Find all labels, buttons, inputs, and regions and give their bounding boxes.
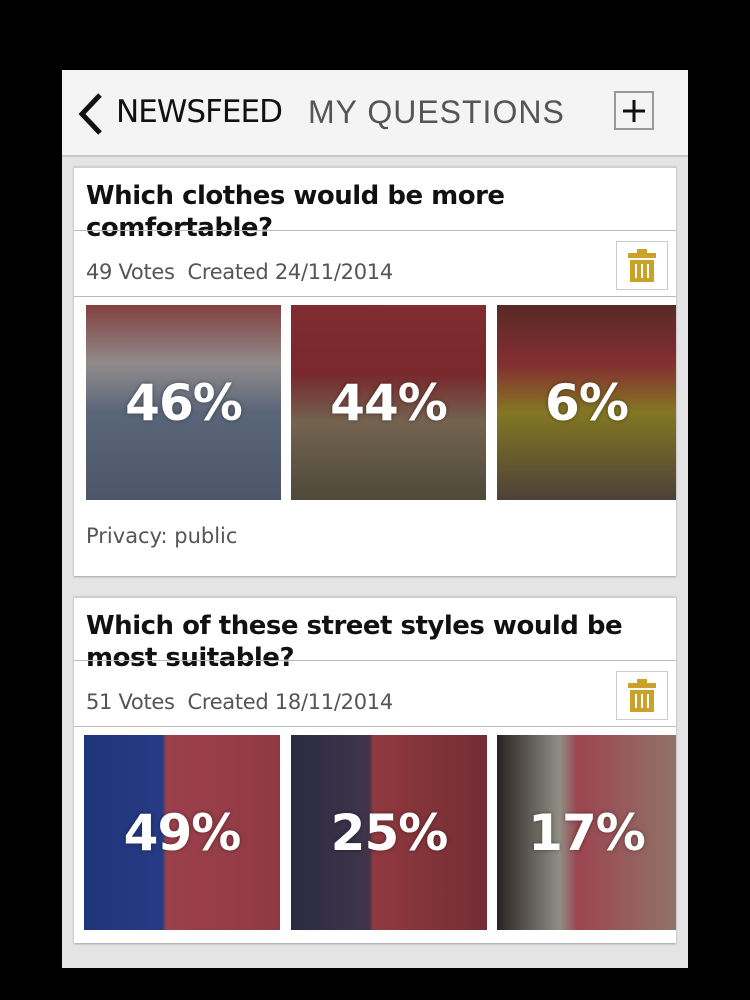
question-card: Which clothes would be more comfortable?…: [74, 166, 676, 576]
question-meta: 49 Votes Created 24/11/2014: [86, 260, 393, 284]
option-image[interactable]: 17%: [497, 735, 676, 930]
tab-newsfeed[interactable]: NEWSFEED: [116, 94, 283, 130]
question-title: Which of these street styles would be mo…: [86, 611, 623, 673]
options-row: 49% 25% 17%: [84, 735, 676, 930]
option-image[interactable]: 46%: [86, 305, 281, 500]
created-date: Created 18/11/2014: [187, 690, 393, 714]
header: NEWSFEED MY QUESTIONS: [62, 70, 688, 157]
divider: [74, 726, 676, 727]
divider: [74, 230, 676, 231]
question-card: Which of these street styles would be mo…: [74, 596, 676, 943]
delete-button[interactable]: [616, 671, 668, 720]
trash-icon: [628, 678, 656, 712]
option-image[interactable]: 49%: [84, 735, 280, 930]
option-image[interactable]: 6%: [497, 305, 676, 500]
vote-count: 49 Votes: [86, 260, 175, 284]
option-percent: 49%: [123, 803, 242, 862]
privacy-label: Privacy: public: [86, 524, 238, 548]
option-image[interactable]: 25%: [291, 735, 487, 930]
option-image[interactable]: 44%: [291, 305, 486, 500]
delete-button[interactable]: [616, 241, 668, 290]
back-button[interactable]: [76, 92, 106, 136]
options-row: 46% 44% 6%: [86, 305, 676, 500]
option-percent: 44%: [330, 373, 448, 432]
question-meta: 51 Votes Created 18/11/2014: [86, 690, 393, 714]
app-window: NEWSFEED MY QUESTIONS Which clothes woul…: [62, 70, 688, 968]
divider: [74, 296, 676, 297]
created-date: Created 24/11/2014: [187, 260, 393, 284]
option-percent: 46%: [125, 373, 243, 432]
divider: [74, 660, 676, 661]
add-question-button[interactable]: [614, 91, 654, 130]
chevron-left-icon: [78, 93, 102, 135]
option-percent: 25%: [330, 803, 449, 862]
option-percent: 17%: [528, 803, 646, 862]
plus-icon: [623, 99, 645, 122]
trash-icon: [628, 248, 656, 282]
question-title: Which clothes would be more comfortable?: [86, 181, 505, 243]
tab-my-questions[interactable]: MY QUESTIONS: [308, 94, 565, 130]
option-percent: 6%: [545, 373, 629, 432]
vote-count: 51 Votes: [86, 690, 175, 714]
